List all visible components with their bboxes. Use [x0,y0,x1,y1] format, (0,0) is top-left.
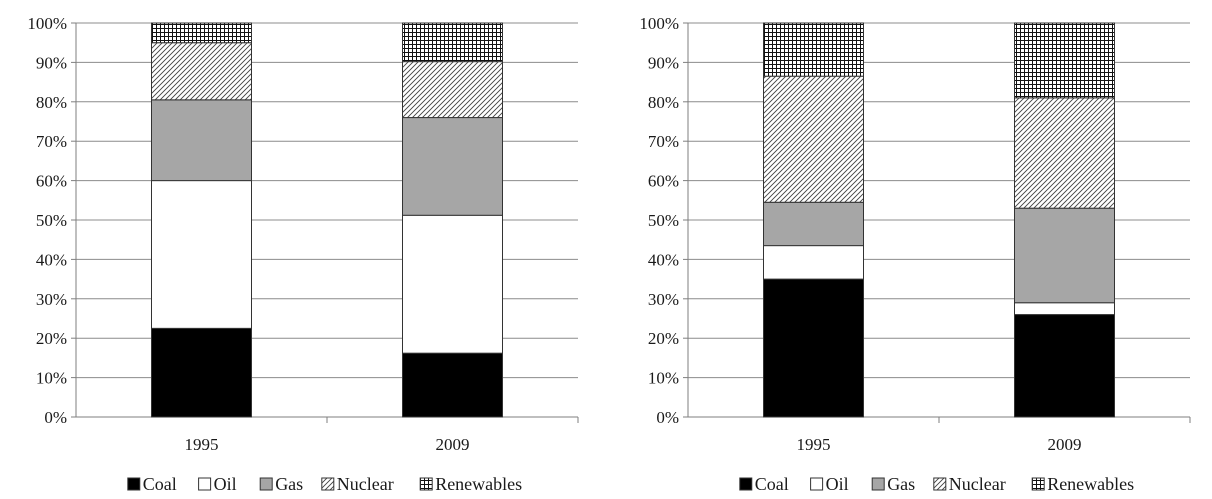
y-tick-label: 50% [648,211,679,230]
legend-label-gas: Gas [887,474,915,494]
y-tick-label: 100% [639,14,679,33]
legend-label-nuclear: Nuclear [949,474,1006,494]
bar-segment-renewables-2009 [402,22,503,63]
y-tick-label: 0% [656,408,679,427]
legend-swatch-gas [871,477,885,491]
y-tick-label: 40% [36,250,67,269]
y-tick-label: 10% [36,369,67,388]
bar-segment-oil-1995 [151,180,252,329]
legend-swatch-gas [259,477,273,491]
legend-label-gas: Gas [275,474,303,494]
legend-label-coal: Coal [755,474,789,494]
legend: Coal Oil Gas Nuclear Renewables [739,474,1134,494]
legend-swatch-renewables [419,477,433,491]
bar-segment-gas-2009 [1014,207,1115,304]
y-tick-label: 10% [648,369,679,388]
legend-swatch-nuclear [321,477,335,491]
bar-segment-nuclear-1995 [151,42,252,101]
bar-segment-renewables-2009 [1014,22,1115,99]
y-tick-label: 60% [648,172,679,191]
bar-segment-gas-2009 [402,117,503,216]
x-tick-label: 2009 [436,435,470,454]
y-tick-label: 40% [648,250,679,269]
legend-label-renewables: Renewables [1047,474,1134,494]
legend-swatch-coal [127,477,141,491]
y-tick-label: 30% [648,290,679,309]
legend-swatch-oil [810,477,824,491]
x-tick-label: 1995 [797,435,831,454]
x-tick-label: 1995 [185,435,219,454]
bar-segment-coal-2009 [1014,314,1115,418]
y-tick-label: 50% [36,211,67,230]
y-tick-label: 20% [36,329,67,348]
legend-label-nuclear: Nuclear [337,474,394,494]
legend: Coal Oil Gas Nuclear Renewables [127,474,522,494]
y-tick-label: 80% [36,93,67,112]
bar-segment-oil-2009 [402,214,503,354]
x-tick-label: 2009 [1048,435,1082,454]
y-tick-label: 90% [36,53,67,72]
chart-left: 0% 10% 20% 30% 40% 50% 60% 70% 80% 90% 100% 1995 200… [0,0,600,499]
bar-segment-coal-1995 [763,278,864,418]
bar-segment-nuclear-2009 [1014,97,1115,209]
legend-label-renewables: Renewables [435,474,522,494]
bar-segment-nuclear-1995 [763,75,864,203]
bar-segment-nuclear-2009 [402,61,503,119]
y-tick-label: 0% [44,408,67,427]
y-tick-label: 100% [27,14,67,33]
bar-segment-gas-1995 [763,201,864,247]
bar-segment-renewables-1995 [763,22,864,77]
bar-segment-coal-1995 [151,327,252,418]
legend-swatch-coal [739,477,753,491]
y-tick-label: 70% [36,132,67,151]
y-tick-label: 30% [36,290,67,309]
chart-svg: 0% 10% 20% 30% 40% 50% 60% 70% 80% 90% 100% 1995 200… [639,14,1191,494]
chart-right: 0% 10% 20% 30% 40% 50% 60% 70% 80% 90% 100% 1995 200… [612,0,1212,499]
chart-svg: 0% 10% 20% 30% 40% 50% 60% 70% 80% 90% 100% 1995 200… [27,14,579,494]
legend-label-oil: Oil [214,474,237,494]
bar-segment-coal-2009 [402,352,503,418]
legend-swatch-nuclear [933,477,947,491]
legend-label-coal: Coal [143,474,177,494]
y-tick-label: 70% [648,132,679,151]
legend-label-oil: Oil [826,474,849,494]
y-tick-label: 20% [648,329,679,348]
bar-segment-renewables-1995 [151,22,252,44]
bar-segment-gas-1995 [151,99,252,182]
y-tick-label: 80% [648,93,679,112]
y-tick-label: 60% [36,172,67,191]
legend-swatch-renewables [1031,477,1045,491]
bar-segment-oil-1995 [763,245,864,280]
bar-segment-oil-2009 [1014,302,1115,316]
y-tick-label: 90% [648,53,679,72]
legend-swatch-oil [198,477,212,491]
